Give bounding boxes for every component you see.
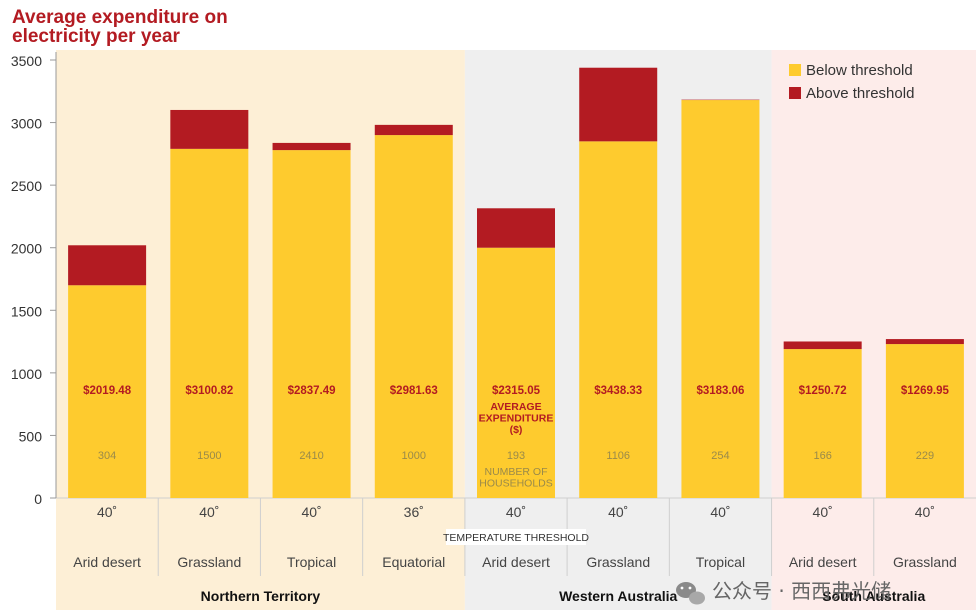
bars: [68, 67, 964, 499]
temperature-label: 40˚: [301, 504, 321, 520]
legend-label: Above threshold: [806, 85, 914, 102]
expenditure-label: $2019.48: [83, 385, 132, 397]
region-labels: Northern Territory Western Australia South…: [201, 588, 926, 604]
bar-below-threshold: [477, 247, 555, 498]
temperature-label: 40˚: [199, 504, 219, 520]
number-of-households-caption: NUMBER OF: [485, 466, 548, 478]
bar-below-threshold: [885, 344, 964, 498]
climate-label: Grassland: [586, 554, 650, 570]
chart-title-line-1: Average expenditure on: [12, 7, 228, 28]
expenditure-label: $2981.63: [390, 385, 438, 397]
bar-below-threshold: [374, 135, 453, 499]
households-label: 1106: [606, 450, 630, 462]
expenditure-label: $2837.49: [288, 385, 336, 397]
climate-label: Equatorial: [382, 554, 445, 570]
households-label: 166: [813, 450, 831, 462]
bar-above-threshold: [885, 339, 964, 345]
y-axis-ticks: 0 500 1000 1500 2000 2500 3000 3500: [11, 53, 56, 507]
bar-above-threshold: [477, 208, 555, 248]
bar-below-threshold: [170, 148, 249, 498]
bar-above-threshold: [170, 109, 249, 149]
climate-label: Arid desert: [73, 554, 141, 570]
temperature-threshold-label: TEMPERATURE THRESHOLD: [443, 532, 589, 544]
households-label: 254: [711, 450, 729, 462]
expenditure-label: $1269.95: [901, 385, 950, 397]
y-tick-label: 0: [34, 491, 42, 507]
households-label: 304: [98, 450, 116, 462]
expenditure-label: $1250.72: [799, 385, 847, 397]
y-tick-label: 1500: [11, 303, 42, 319]
bar-above-threshold: [272, 142, 351, 151]
wechat-watermark: 公众号 · 西西弗光储: [676, 579, 891, 605]
households-label: 1000: [402, 450, 426, 462]
climate-label: Arid desert: [482, 554, 550, 570]
bar-below-threshold: [681, 100, 760, 498]
legend: Below threshold Above threshold: [789, 62, 914, 102]
y-tick-label: 2500: [11, 178, 42, 194]
region-label: Northern Territory: [201, 588, 321, 604]
bar-above-threshold: [374, 124, 453, 136]
temperature-label: 40˚: [915, 504, 935, 520]
expenditure-label: $3438.33: [594, 385, 642, 397]
temperature-label: 40˚: [710, 504, 730, 520]
climate-label: Arid desert: [789, 554, 857, 570]
y-tick-label: 3500: [11, 53, 42, 69]
expenditure-label: $2315.05: [492, 385, 541, 397]
legend-swatch: [789, 87, 801, 99]
temperature-label: 40˚: [813, 504, 833, 520]
households-label: 1500: [197, 450, 221, 462]
households-label: 2410: [299, 450, 323, 462]
climate-label: Grassland: [893, 554, 957, 570]
y-tick-label: 2000: [11, 241, 42, 257]
average-expenditure-caption: AVERAGE: [490, 401, 541, 413]
bar-below-threshold: [68, 285, 147, 498]
watermark-text: 公众号 · 西西弗光储: [712, 579, 891, 603]
y-tick-label: 3000: [11, 116, 42, 132]
temperature-label: 40˚: [608, 504, 628, 520]
households-label: 193: [507, 450, 525, 462]
bar-above-threshold: [68, 245, 147, 286]
bar-below-threshold: [579, 141, 658, 499]
wechat-icon: [676, 582, 705, 605]
bar-below-threshold: [783, 349, 862, 498]
temperature-label: 40˚: [97, 504, 117, 520]
legend-swatch: [789, 64, 801, 76]
temperature-label: 40˚: [506, 504, 526, 520]
bar-above-threshold: [579, 67, 658, 142]
region-label: Western Australia: [559, 588, 677, 604]
temperature-label: 36˚: [404, 504, 424, 520]
average-expenditure-caption: EXPENDITURE: [479, 413, 554, 425]
expenditure-label: $3100.82: [185, 385, 233, 397]
region-label: South Australia: [822, 588, 925, 604]
bar-below-threshold: [272, 150, 351, 499]
y-tick-label: 1000: [11, 366, 42, 382]
x-axis-labels: 40˚ Arid desert 40˚ Grassland 40˚ Tropical 36˚…: [73, 504, 957, 570]
climate-label: Tropical: [287, 554, 336, 570]
households-label: 229: [916, 450, 934, 462]
y-tick-label: 500: [19, 428, 43, 444]
average-expenditure-caption: ($): [510, 424, 523, 436]
climate-label: Grassland: [177, 554, 241, 570]
number-of-households-caption: HOUSEHOLDS: [479, 478, 553, 490]
bar-above-threshold: [783, 341, 862, 350]
chart-title-line-2: electricity per year: [12, 26, 181, 47]
temperature-threshold-box: [446, 529, 586, 545]
legend-label: Below threshold: [806, 62, 913, 79]
expenditure-label: $3183.06: [696, 385, 744, 397]
climate-label: Tropical: [696, 554, 745, 570]
bar-labels: $2019.48 304 $3100.82 1500 $2837.49 2410 $2981…: [83, 385, 949, 490]
